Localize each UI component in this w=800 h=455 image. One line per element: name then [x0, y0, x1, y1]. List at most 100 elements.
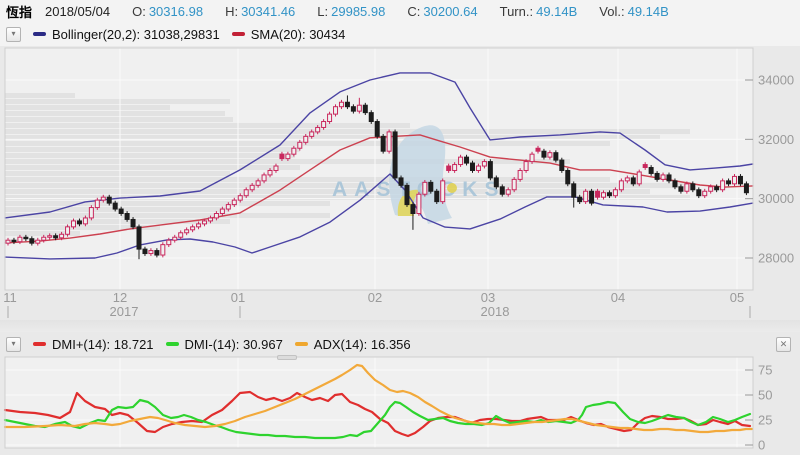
volume-profile-bar	[5, 105, 170, 110]
candle-body	[684, 183, 690, 192]
watermark-text: AASTOCKS	[332, 178, 505, 201]
candle-body	[11, 239, 17, 243]
volume-profile-bar	[5, 135, 660, 140]
candle-body	[743, 183, 749, 194]
candles-layer	[5, 95, 749, 260]
candle-body	[660, 174, 666, 180]
candle-body	[315, 126, 321, 133]
candle-body	[583, 190, 589, 203]
dmi-close-button[interactable]: ✕	[776, 336, 791, 352]
volume-profile-bar	[5, 201, 330, 206]
volume-profile-bar	[5, 177, 610, 182]
candle-body	[529, 153, 535, 163]
sma-legend-label: SMA(20): 30434	[250, 26, 346, 42]
candle-body	[118, 208, 124, 215]
quote-bar: 恆指 2018/05/04 O: 30316.98 H: 30341.46 L: 29…	[0, 0, 800, 22]
candle-body	[279, 153, 285, 160]
candle-body	[440, 180, 446, 203]
volume-profile-bar	[5, 159, 570, 164]
candle-body	[690, 183, 696, 191]
candle-body	[708, 186, 714, 192]
candle-body	[148, 250, 154, 255]
volume-profile-bar	[5, 195, 690, 200]
axis-label: 02	[368, 290, 382, 305]
candle-body	[636, 171, 642, 185]
dmi-minus-color-marker	[165, 342, 179, 346]
candle-body	[5, 239, 11, 244]
dmi-plus-legend-label: DMI+(14): 18.721	[52, 336, 154, 352]
candle-body	[624, 177, 630, 182]
candle-body	[71, 220, 77, 228]
quote-date: 2018/05/04	[45, 3, 111, 19]
candle-body	[553, 152, 559, 161]
candle-body	[47, 235, 53, 238]
candle-body	[166, 239, 172, 246]
axis-label: 03	[481, 290, 495, 305]
axis-label: 2018	[481, 304, 510, 319]
candle-body	[517, 169, 523, 180]
candle-body	[428, 181, 434, 192]
candle-body	[65, 226, 71, 235]
candle-body	[261, 174, 267, 182]
candle-body	[464, 156, 470, 164]
axis-label: 28000	[758, 251, 794, 266]
candle-body	[219, 208, 225, 215]
dmi-plot-area[interactable]	[5, 357, 753, 448]
candle-body	[303, 135, 309, 143]
candle-body	[249, 184, 255, 191]
candle-body	[458, 156, 464, 166]
axis-label: 75	[758, 363, 772, 378]
candle-body	[630, 177, 636, 185]
adx-legend-label: ADX(14): 16.356	[313, 336, 411, 352]
dmi-dropdown-button[interactable]: ▾	[6, 336, 21, 352]
candle-body	[678, 186, 684, 192]
axis-label: 0	[758, 438, 765, 453]
candle-body	[309, 131, 315, 137]
candle-body	[356, 104, 362, 112]
candle-body	[452, 164, 458, 171]
candle-body	[23, 236, 29, 240]
bollinger-upper-line	[4, 72, 754, 219]
candle-body	[255, 180, 261, 186]
candle-body	[606, 192, 612, 197]
candle-body	[17, 236, 23, 243]
volume-profile-bar	[5, 141, 610, 146]
candle-body	[124, 213, 130, 220]
candle-body	[76, 220, 82, 225]
candle-body	[726, 180, 732, 185]
candle-body	[327, 113, 333, 123]
overlay-dropdown-button[interactable]: ▾	[6, 26, 21, 42]
candle-body	[565, 169, 571, 185]
candle-body	[392, 131, 398, 179]
volume-profile-bar	[5, 231, 80, 236]
volume-profile-bar	[5, 189, 650, 194]
axis-label: 32000	[758, 132, 794, 147]
axis-label: 11	[3, 290, 17, 305]
candle-body	[231, 199, 237, 206]
candle-body	[35, 239, 41, 244]
candle-body	[338, 101, 344, 108]
watermark-dot	[447, 183, 457, 193]
candle-body	[321, 121, 327, 128]
quote-volume: Vol.: 49.14B	[599, 3, 669, 19]
bollinger-lower-line	[4, 173, 754, 260]
candle-body	[94, 199, 100, 209]
candle-body	[53, 235, 59, 239]
candle-body	[380, 135, 386, 152]
candle-body	[344, 101, 350, 108]
candle-body	[577, 196, 583, 203]
candle-body	[737, 175, 743, 185]
volume-profile-bar	[5, 123, 410, 128]
chevron-down-icon: ▾	[11, 29, 16, 38]
sma-color-marker	[231, 32, 245, 36]
chevron-down-icon: ▾	[11, 339, 16, 348]
candle-body	[547, 152, 553, 158]
candle-body	[666, 174, 672, 182]
candle-body	[410, 204, 416, 215]
adx-line	[3, 363, 754, 434]
candle-body	[273, 165, 279, 171]
candle-body	[523, 161, 529, 171]
candle-body	[571, 183, 577, 198]
candle-body	[368, 112, 374, 123]
panel-resize-grip[interactable]	[277, 355, 297, 360]
